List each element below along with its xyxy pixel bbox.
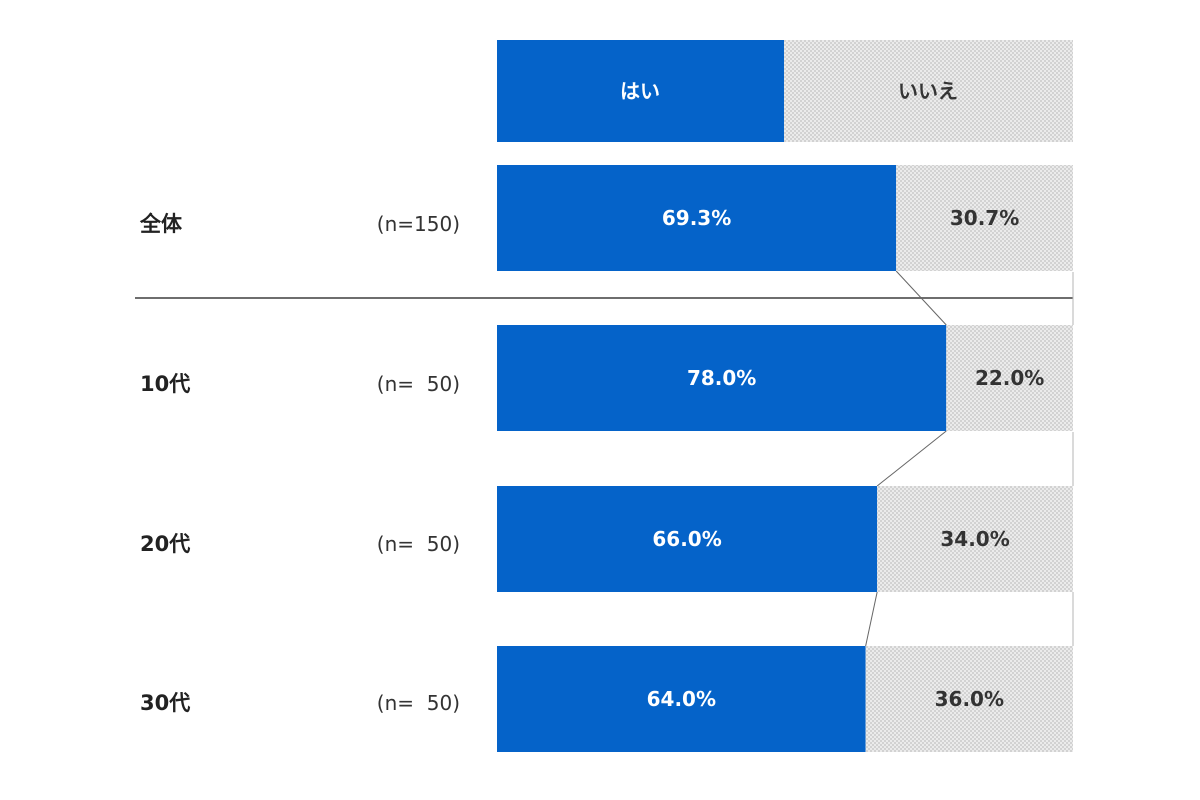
legend-swatch-no bbox=[784, 40, 1073, 142]
legend-swatch-yes bbox=[497, 40, 784, 142]
category-label-10s: 10代 bbox=[140, 372, 190, 396]
bar-yes-20s bbox=[497, 486, 878, 592]
connector-line-2 bbox=[865, 591, 878, 647]
bar-no-total bbox=[896, 165, 1073, 271]
value-label-no-10s: 22.0% bbox=[975, 366, 1044, 390]
sample-size-20s: (n= 50) bbox=[377, 532, 460, 556]
value-label-no-total: 30.7% bbox=[950, 206, 1019, 230]
value-label-yes-30s: 64.0% bbox=[647, 687, 716, 711]
legend-label-no: いいえ bbox=[898, 79, 958, 103]
legend: はい いいえ bbox=[497, 40, 1073, 142]
bar-no-30s bbox=[865, 646, 1073, 752]
category-label-30s: 30代 bbox=[140, 691, 190, 715]
value-label-yes-10s: 78.0% bbox=[687, 366, 756, 390]
bar-yes-10s bbox=[497, 325, 947, 431]
category-label-total: 全体 bbox=[139, 212, 183, 236]
bar-no-20s bbox=[877, 486, 1073, 592]
bar-yes-total bbox=[497, 165, 897, 271]
category-label-20s: 20代 bbox=[140, 532, 190, 556]
sample-size-30s: (n= 50) bbox=[377, 691, 460, 715]
value-label-no-30s: 36.0% bbox=[935, 687, 1004, 711]
bar-yes-30s bbox=[497, 646, 866, 752]
connector-line-0 bbox=[895, 270, 947, 326]
bar-no-10s bbox=[946, 325, 1073, 431]
sample-size-10s: (n= 50) bbox=[377, 372, 460, 396]
connector-line-1 bbox=[876, 430, 947, 487]
value-label-yes-total: 69.3% bbox=[662, 206, 731, 230]
value-label-no-20s: 34.0% bbox=[940, 527, 1009, 551]
value-label-yes-20s: 66.0% bbox=[652, 527, 721, 551]
legend-label-yes: はい bbox=[620, 79, 660, 103]
sample-size-total: (n=150) bbox=[377, 212, 460, 236]
